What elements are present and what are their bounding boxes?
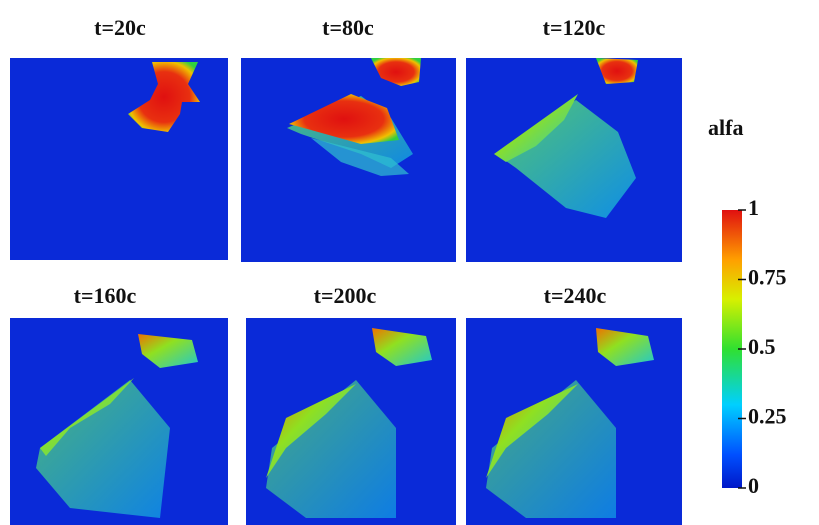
colorbar-tick-label: 1 xyxy=(748,195,759,220)
panel-image xyxy=(466,318,682,525)
panel-image xyxy=(246,318,456,525)
panel-title: t=20c xyxy=(94,15,146,40)
panel-image xyxy=(10,318,228,525)
panel-title: t=160c xyxy=(74,283,137,308)
colorbar xyxy=(722,210,742,488)
panel-image xyxy=(241,58,456,262)
colorbar-label: alfa xyxy=(708,115,743,140)
panel-title: t=120c xyxy=(543,15,606,40)
colorbar-tick-label: 0.5 xyxy=(748,334,776,359)
panel-title: t=200c xyxy=(314,283,377,308)
colorbar-tick-label: 0.75 xyxy=(748,265,787,290)
panel-title: t=240c xyxy=(544,283,607,308)
panel-image xyxy=(466,58,682,262)
panel-image xyxy=(10,58,228,260)
colorbar-tick-label: 0.25 xyxy=(748,404,787,429)
colorbar-tick-label: 0 xyxy=(748,473,759,498)
panel-title: t=80c xyxy=(322,15,374,40)
